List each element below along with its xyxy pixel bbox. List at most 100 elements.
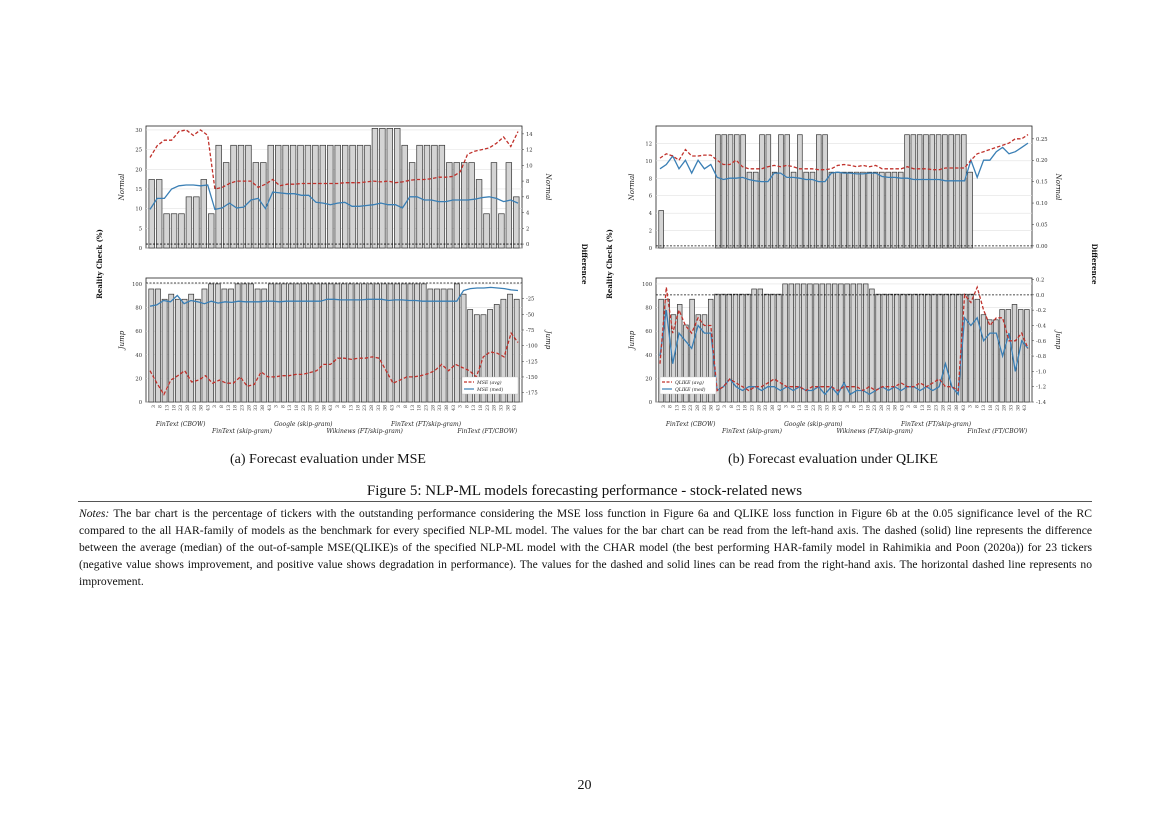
bottom-bar [261,288,268,403]
bottom-bar [175,298,181,403]
bottom-bar [924,293,931,403]
xtick-label: 8 [974,405,980,408]
top-bar [275,144,282,249]
group-label: FinText (skip-gram) [721,428,783,435]
xtick-label: 43 [267,405,273,411]
top-bar [185,196,193,249]
xtick-label: 18 [478,405,484,411]
bottom-bar [420,283,427,403]
top-bar [401,144,408,249]
page-number: 20 [577,778,592,793]
xtick-label: 33 [376,405,382,411]
xtick-label: 18 [927,405,933,411]
xtick-label: 43 [777,405,783,411]
bottom-bar [347,283,354,403]
xtick-label: 43 [389,405,395,411]
top-bar [431,144,438,249]
top-bar [468,162,475,249]
xtick-label: 13 [287,405,293,411]
top-label-right: Normal [1054,173,1062,201]
xtick-label: 38 [709,405,715,411]
bottom-bar [507,293,513,403]
bottom-bar [201,288,208,403]
top-bar [797,134,803,249]
xtick-label: 3 [661,405,667,408]
bottom-bar [248,283,254,403]
bottom-bar [745,293,751,403]
xtick-label: 38 [954,405,960,411]
top-ytick-left: 10 [135,207,142,213]
bottom-bar [807,283,813,403]
bottom-ytick-right: -0.2 [1036,308,1046,314]
bottom-bar [268,283,274,403]
top-bar [853,171,860,249]
bottom-solid-series [149,286,519,307]
bottom-bar [962,293,968,403]
caption-rule [78,501,1092,502]
top-bar [778,134,784,249]
bottom-ytick-left: 40 [135,353,142,359]
xtick-label: 8 [280,405,286,408]
bottom-ytick-right: 0.0 [1036,293,1044,299]
xtick-label: 38 [199,405,205,411]
xtick-label: 13 [410,405,416,411]
xtick-label: 43 [512,405,518,411]
xtick-label: 3 [906,405,912,408]
bottom-label-right: Jump [544,329,552,350]
bottom-dashed-series [149,331,519,396]
top-ytick-left: 25 [135,148,142,154]
top-bar [230,144,237,249]
xtick-label: 8 [464,405,470,408]
bottom-bar [467,309,474,403]
bottom-ytick-right: -125 [526,359,538,365]
bottom-bar [294,283,301,403]
bottom-bar [241,283,248,403]
top-bar [327,144,334,249]
bottom-bar [763,293,770,403]
top-bar [828,171,835,249]
top-bar [423,144,431,249]
bottom-bar [986,319,993,403]
xtick-label: 28 [308,405,314,411]
xtick-label: 28 [940,405,946,411]
bottom-bar [427,288,434,403]
bottom-bar [354,283,361,403]
top-bar [364,144,371,249]
xtick-label: 23 [750,405,756,411]
xtick-label: 23 [178,405,184,411]
top-solid-series [149,184,519,211]
xtick-label: 3 [845,405,851,408]
top-bar [658,210,664,249]
top-bar [446,162,453,249]
top-bar [208,213,215,249]
top-bar [178,213,185,249]
top-bar [834,171,841,249]
bottom-bar [844,283,850,403]
bottom-ytick-left: 0 [649,400,652,406]
legend-solid-label: QLIKE (med) [675,386,706,393]
bottom-ytick-right: -1.4 [1036,400,1047,406]
xtick-label: 43 [838,405,844,411]
top-bar [752,171,759,249]
ylabel-right: Difference [580,244,589,285]
bottom-bar [819,283,826,403]
top-ytick-right: 0.20 [1036,158,1048,164]
top-bar [245,144,252,249]
bottom-bar [788,283,795,403]
bottom-ytick-right: -75 [526,328,534,334]
legend-box [659,376,717,395]
bottom-bar [148,288,155,403]
top-bar [475,179,483,249]
xtick-label: 28 [818,405,824,411]
bottom-bar [825,283,832,403]
xtick-label: 33 [192,405,198,411]
legend-solid-label: MSE (med) [476,386,503,393]
xtick-label: 38 [505,405,511,411]
xtick-label: 38 [444,405,450,411]
top-bar [715,134,721,249]
xtick-label: 18 [233,405,239,411]
xtick-label: 28 [246,405,252,411]
bottom-bar [407,283,414,403]
bottom-ytick-left: 100 [132,282,142,288]
bottom-bar [912,293,919,403]
